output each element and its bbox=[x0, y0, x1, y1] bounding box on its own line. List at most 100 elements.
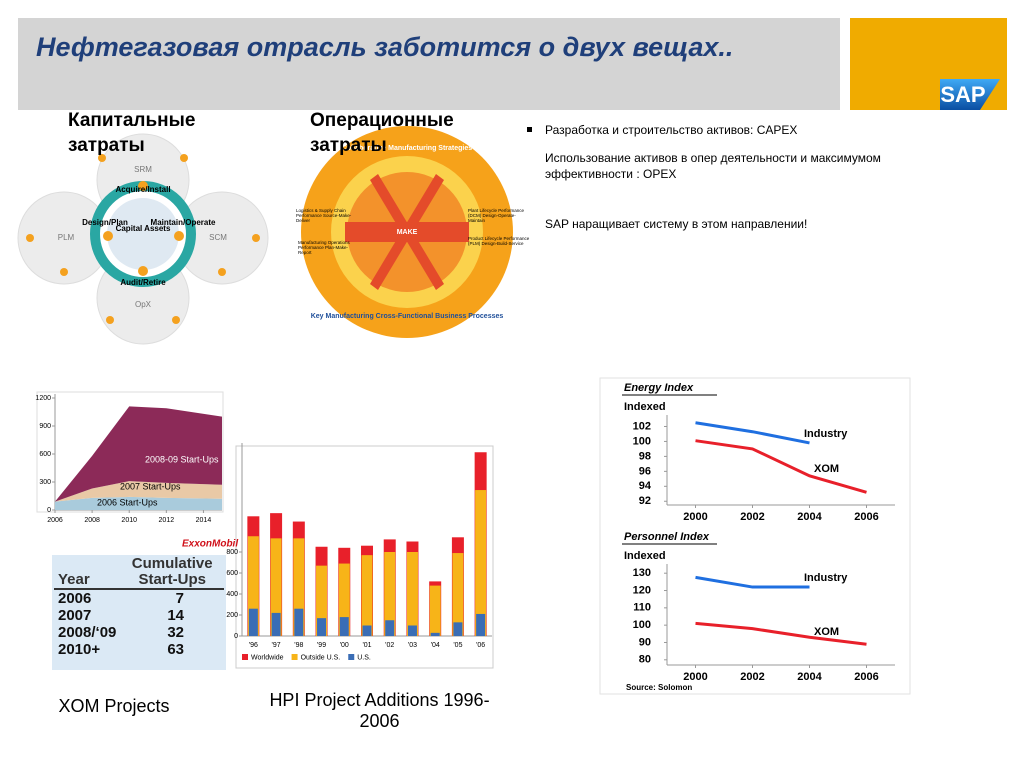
series-label: 2006 Start-Ups bbox=[97, 497, 158, 507]
arrow bbox=[370, 174, 444, 290]
legend-label: U.S. bbox=[357, 654, 371, 661]
table-cell: 7 bbox=[175, 590, 184, 607]
table-row: 2010+ 63 bbox=[54, 641, 224, 658]
bar bbox=[430, 632, 440, 636]
y-tick-label: 120 bbox=[633, 584, 651, 596]
chart-title: Energy Index bbox=[624, 382, 694, 394]
bar bbox=[384, 552, 396, 636]
center-label: MAKE bbox=[397, 229, 418, 236]
bar bbox=[294, 608, 304, 636]
bar bbox=[406, 552, 418, 636]
bar bbox=[270, 538, 282, 636]
x-tick-label: 2012 bbox=[159, 517, 175, 524]
source-note: Source: Solomon bbox=[626, 683, 692, 692]
bullet-text: Использование активов в опер деятельност… bbox=[545, 151, 881, 181]
x-tick-label: '98 bbox=[294, 642, 303, 649]
table-cell: 2008/‘09 bbox=[58, 624, 117, 641]
legend-swatch bbox=[291, 654, 298, 660]
caption: XOM Projects bbox=[58, 696, 170, 716]
y-tick-label: 400 bbox=[226, 591, 238, 598]
line-frame bbox=[599, 377, 911, 695]
x-tick-label: '01 bbox=[362, 642, 371, 649]
y-axis-label: Indexed bbox=[624, 401, 666, 413]
table-cell: 63 bbox=[167, 641, 184, 658]
bullet-text: SAP наращивает систему в этом направлени… bbox=[545, 217, 808, 231]
y-tick-label: 1200 bbox=[35, 395, 51, 402]
bar bbox=[475, 490, 487, 636]
bar bbox=[429, 585, 441, 636]
series-label: XOM bbox=[814, 626, 839, 638]
slide-title: Нефтегазовая отрасль заботится о двух ве… bbox=[36, 32, 734, 62]
x-tick-label: '02 bbox=[385, 642, 394, 649]
x-tick-label: '99 bbox=[317, 642, 326, 649]
legend-label: Worldwide bbox=[251, 654, 284, 661]
x-tick-label: 2002 bbox=[740, 671, 764, 683]
center-label-box: Capital Assets bbox=[115, 224, 171, 233]
y-tick-label: 0 bbox=[234, 633, 238, 640]
bar bbox=[385, 620, 395, 636]
caption: HPI Project Additions 1996-2006 bbox=[269, 690, 490, 731]
y-tick-label: 130 bbox=[633, 567, 651, 579]
area bbox=[55, 406, 222, 502]
series-label: Industry bbox=[804, 572, 848, 584]
y-tick-label: 80 bbox=[639, 654, 651, 666]
center bbox=[107, 198, 179, 270]
table-row: 2006 7 bbox=[54, 589, 224, 607]
bar-frame bbox=[235, 445, 494, 669]
x-tick-label: 2002 bbox=[740, 511, 764, 523]
step-label: Design/Plan bbox=[82, 218, 128, 227]
bar bbox=[316, 565, 328, 636]
x-tick-label: '05 bbox=[453, 642, 462, 649]
start-ups-table: Year Cumulative Start-Ups 2006 7 2007 14 200… bbox=[54, 556, 224, 658]
y-tick-label: 600 bbox=[39, 451, 51, 458]
table-cell: 14 bbox=[167, 607, 184, 624]
y-tick-label: 92 bbox=[639, 495, 651, 507]
exxon-logo: ExxonMobil bbox=[182, 539, 238, 550]
bar bbox=[271, 612, 281, 636]
hub-label: SRM bbox=[134, 165, 152, 174]
manufacturing-diagram: MAKE Collaborative Manufacturing Strateg… bbox=[296, 126, 530, 338]
y-tick-label: 100 bbox=[633, 619, 651, 631]
x-tick-label: 2014 bbox=[196, 517, 212, 524]
y-tick-label: 90 bbox=[639, 636, 651, 648]
bar bbox=[407, 625, 417, 636]
legend-label: Outside U.S. bbox=[301, 654, 341, 661]
series-label: 2008-09 Start-Ups bbox=[145, 454, 219, 464]
y-tick-label: 94 bbox=[639, 480, 652, 492]
bullet bbox=[527, 127, 532, 132]
hub-label: SCM bbox=[209, 233, 227, 242]
logo-text: SAP bbox=[940, 82, 985, 107]
bar bbox=[452, 553, 464, 636]
logo-shape bbox=[940, 79, 1000, 110]
x-tick-label: '03 bbox=[408, 642, 417, 649]
series-label: 2007 Start-Ups bbox=[120, 481, 181, 491]
y-tick-label: 800 bbox=[226, 549, 238, 556]
diagram-caption: Key Manufacturing Cross-Functional Busin… bbox=[311, 313, 504, 320]
x-tick-label: 2006 bbox=[854, 511, 878, 523]
legend-swatch bbox=[242, 654, 248, 660]
x-tick-label: 2008 bbox=[84, 517, 100, 524]
y-tick-label: 300 bbox=[39, 479, 51, 486]
y-axis-label: Indexed bbox=[624, 550, 666, 562]
bar bbox=[453, 622, 463, 636]
x-tick-label: '00 bbox=[340, 642, 349, 649]
header-band bbox=[18, 18, 840, 110]
hub-label: OpX bbox=[135, 300, 152, 309]
y-tick-label: 0 bbox=[47, 507, 51, 514]
legend-swatch bbox=[348, 654, 355, 660]
process-label: Product Lifecycle Performance (PLM) Desi… bbox=[468, 236, 530, 246]
chart-title: Personnel Index bbox=[624, 531, 710, 543]
bar bbox=[317, 618, 327, 636]
x-tick-label: 2006 bbox=[47, 517, 63, 524]
bar bbox=[361, 555, 373, 636]
bar bbox=[293, 538, 305, 636]
line bbox=[695, 439, 867, 494]
table-row: 2008/‘09 32 bbox=[54, 624, 224, 641]
x-tick-label: 2004 bbox=[797, 511, 822, 523]
line bbox=[695, 621, 867, 646]
center-label: Capital Assets bbox=[115, 224, 171, 233]
step-label: Audit/Retire bbox=[120, 278, 166, 287]
x-tick-label: 2000 bbox=[683, 511, 707, 523]
